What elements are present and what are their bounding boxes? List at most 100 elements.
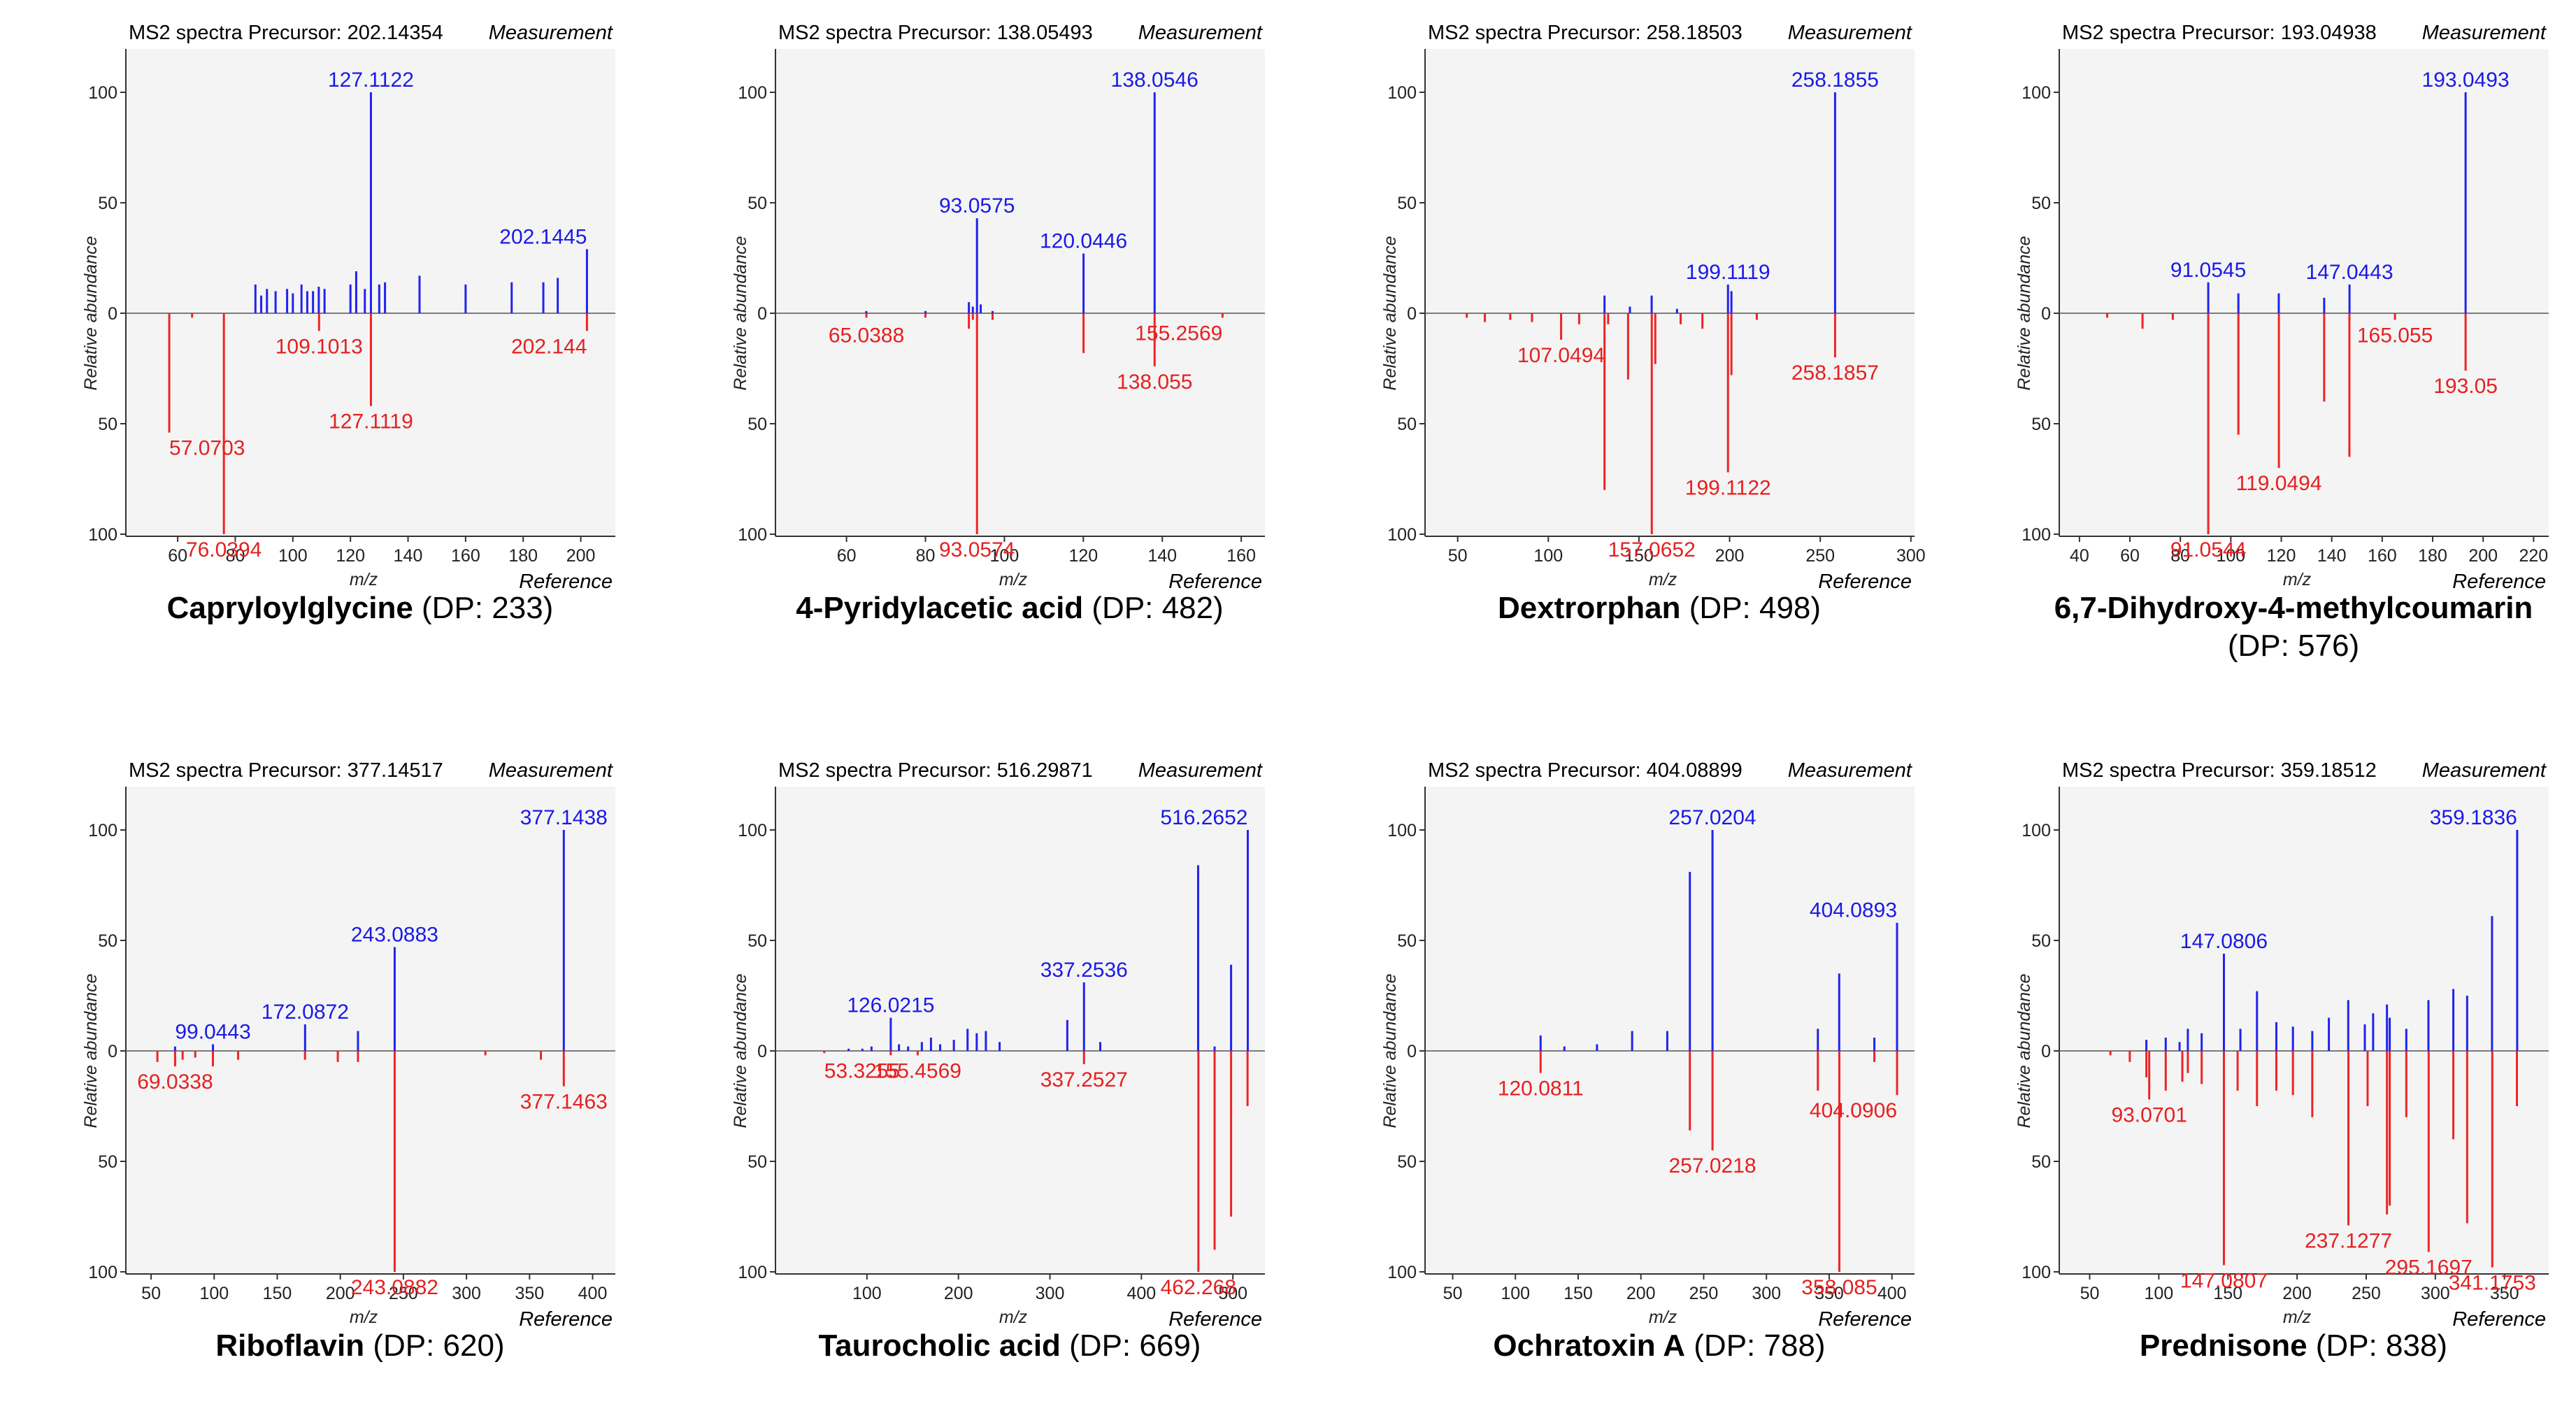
plot-area [2059, 787, 2549, 1274]
x-tick-label: 100 [199, 1284, 229, 1303]
y-axis-label: Relative abundance [1380, 974, 1400, 1129]
y-tick-label: 100 [738, 821, 767, 840]
x-tick-label: 80 [2170, 546, 2190, 566]
measurement-label: Measurement [1138, 22, 1264, 44]
peak-label: 109.1013 [276, 335, 363, 358]
x-tick-label: 100 [2217, 546, 2246, 566]
y-tick-label: 50 [2031, 931, 2051, 951]
peak-label: 193.0493 [2422, 69, 2510, 92]
compound-name: Capryloylglycine [166, 591, 413, 625]
x-tick-label: 220 [2519, 546, 2548, 566]
x-tick-label: 160 [1226, 546, 1256, 566]
y-axis-label: Relative abundance [2015, 974, 2034, 1129]
chart-title: MS2 spectra Precursor: 359.18512 [2062, 759, 2377, 782]
peak-label: 243.0883 [351, 923, 438, 946]
y-tick-label: 0 [108, 304, 117, 324]
x-tick-label: 200 [2468, 546, 2498, 566]
x-tick-label: 500 [1218, 1284, 1247, 1303]
y-tick-label: 50 [2031, 194, 2051, 213]
x-axis-label: m/z [350, 570, 378, 589]
y-tick-label: 100 [88, 821, 117, 840]
y-tick-label: 100 [2022, 821, 2051, 840]
spectrum-panel: MS2 spectra Precursor: 193.04938 Measurem… [2015, 14, 2570, 663]
x-tick-label: 50 [1443, 1284, 1463, 1303]
x-tick-label: 200 [566, 546, 596, 566]
peak-label: 91.0545 [2170, 259, 2246, 282]
peak-label: 258.1857 [1791, 361, 1879, 385]
peak-label: 257.0218 [1668, 1154, 1756, 1177]
x-tick-label: 350 [1815, 1284, 1844, 1303]
y-axis-label: Relative abundance [731, 236, 750, 391]
x-tick-label: 80 [916, 546, 936, 566]
peak-label: 53.3255 [824, 1059, 900, 1082]
peak-label: 404.0893 [1810, 899, 1897, 922]
spectrum-panel: MS2 spectra Precursor: 138.05493 Measurem… [731, 14, 1286, 657]
peak-label: 462.268 [1161, 1276, 1236, 1299]
y-tick-label: 50 [98, 194, 117, 213]
peak-label: 93.0574 [939, 538, 1015, 561]
y-tick-label: 50 [98, 1152, 117, 1172]
peak-label: 359.1836 [2430, 806, 2517, 829]
x-tick-label: 400 [578, 1284, 608, 1303]
x-tick-label: 100 [990, 546, 1019, 566]
spectrum-chart: MS2 spectra Precursor: 258.18503 Measurem… [1380, 22, 1926, 593]
x-tick-label: 150 [2213, 1284, 2242, 1303]
y-axis-label: Relative abundance [81, 974, 101, 1129]
peak-label: 127.1122 [328, 69, 414, 92]
y-tick-label: 50 [2031, 1152, 2051, 1172]
plot-area [126, 787, 615, 1274]
x-tick-label: 300 [1036, 1284, 1065, 1303]
peak-label: 516.2652 [1160, 806, 1247, 829]
x-tick-label: 100 [852, 1284, 882, 1303]
x-tick-label: 300 [452, 1284, 481, 1303]
spectrum-panel: MS2 spectra Precursor: 377.14517 Measurem… [81, 752, 636, 1395]
peak-label: 404.0906 [1810, 1099, 1897, 1122]
y-tick-label: 0 [757, 1042, 767, 1061]
x-axis-label: m/z [999, 1308, 1028, 1327]
x-tick-label: 100 [1501, 1284, 1530, 1303]
x-tick-label: 250 [1805, 546, 1835, 566]
dot-product-score: (DP: 576) [2227, 629, 2360, 663]
y-tick-label: 100 [2022, 525, 2051, 545]
x-tick-label: 140 [1147, 546, 1177, 566]
x-axis-label: m/z [2283, 570, 2312, 589]
spectrum-panel: MS2 spectra Precursor: 516.29871 Measurem… [731, 752, 1286, 1395]
peak-label: 337.2536 [1040, 959, 1128, 982]
x-tick-label: 60 [168, 546, 187, 566]
compound-name: Dextrorphan [1497, 591, 1681, 625]
peak-label: 243.0882 [351, 1276, 438, 1299]
peak-label: 155.4569 [874, 1059, 961, 1082]
x-axis-label: m/z [1649, 1308, 1677, 1327]
x-tick-label: 140 [2317, 546, 2347, 566]
y-tick-label: 50 [1397, 1152, 1417, 1172]
x-tick-label: 250 [389, 1284, 418, 1303]
x-tick-label: 200 [1715, 546, 1745, 566]
spectrum-panel: MS2 spectra Precursor: 359.18512 Measurem… [2015, 752, 2570, 1395]
x-tick-label: 100 [1533, 546, 1563, 566]
compound-caption: Capryloylglycine (DP: 233) [42, 591, 678, 626]
peak-label: 120.0446 [1040, 230, 1127, 253]
compound-name: 4-Pyridylacetic acid [796, 591, 1084, 625]
spectrum-chart: MS2 spectra Precursor: 516.29871 Measurem… [731, 759, 1265, 1331]
peak-label: 147.0443 [2306, 261, 2393, 284]
peak-label: 93.0701 [2111, 1104, 2187, 1127]
peak-label: 147.0806 [2180, 930, 2268, 953]
measurement-label: Measurement [489, 22, 614, 44]
x-tick-label: 300 [1752, 1284, 1781, 1303]
peak-label: 69.0338 [137, 1070, 213, 1094]
y-tick-label: 100 [1387, 821, 1417, 840]
plot-area [775, 49, 1265, 536]
compound-caption: Dextrorphan (DP: 498) [1341, 591, 1977, 626]
spectrum-chart: MS2 spectra Precursor: 202.14354 Measurem… [81, 22, 615, 593]
peak-label: 193.05 [2433, 375, 2498, 398]
x-tick-label: 120 [1068, 546, 1098, 566]
y-tick-label: 0 [108, 1042, 117, 1061]
x-tick-label: 60 [837, 546, 857, 566]
y-tick-label: 100 [1387, 1263, 1417, 1282]
y-tick-label: 50 [747, 1152, 767, 1172]
x-tick-label: 80 [226, 546, 245, 566]
x-tick-label: 150 [1564, 1284, 1593, 1303]
x-tick-label: 350 [515, 1284, 544, 1303]
dot-product-score: (DP: 233) [422, 591, 554, 625]
peak-label: 57.0703 [169, 437, 245, 460]
